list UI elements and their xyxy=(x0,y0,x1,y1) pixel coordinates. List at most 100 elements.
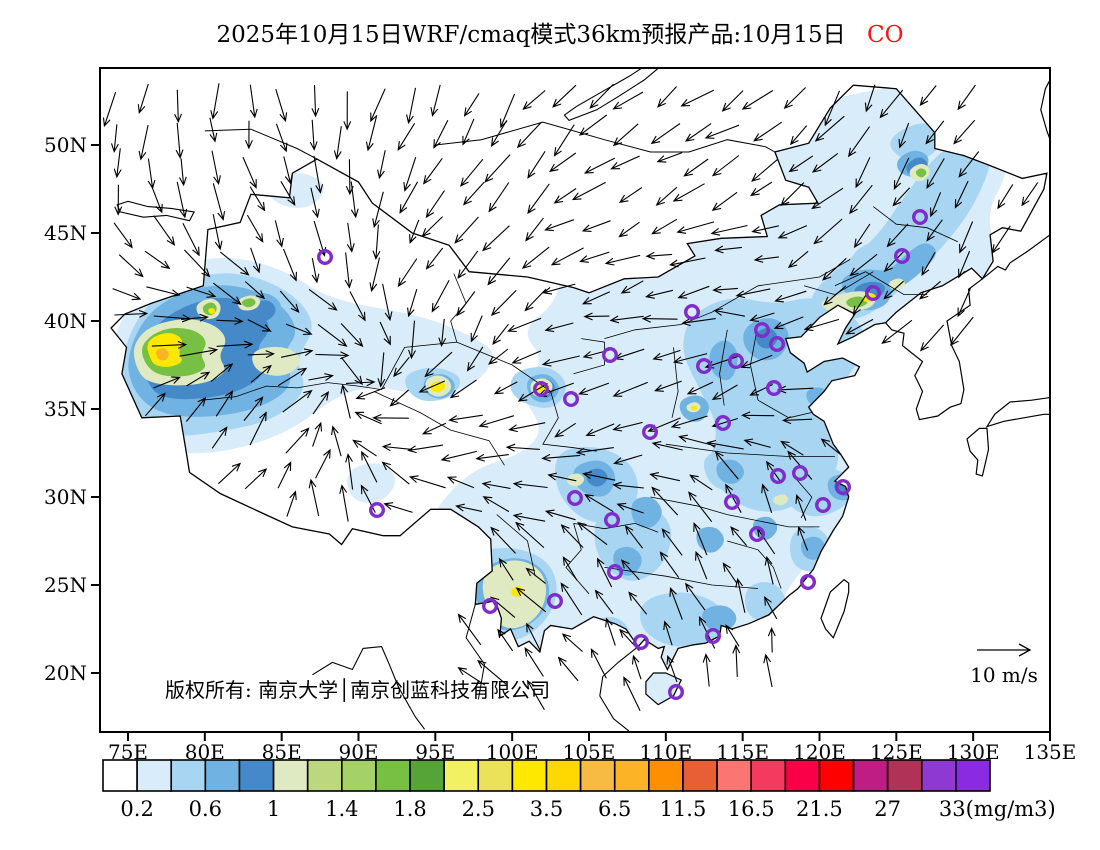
wind-arrow-icon xyxy=(702,653,711,687)
wind-arrow-icon xyxy=(421,216,443,238)
station-markers xyxy=(317,208,929,701)
wind-arrow-icon xyxy=(656,152,683,163)
wind-arrow-icon xyxy=(544,509,576,521)
wind-arrow-icon xyxy=(764,555,774,585)
wind-arrow-icon xyxy=(618,221,640,238)
wind-arrow-icon xyxy=(524,647,544,677)
station-circle-marker xyxy=(749,526,766,543)
wind-arrow-icon xyxy=(623,676,641,712)
province-boundary xyxy=(373,391,505,466)
map-frame xyxy=(99,67,1051,733)
tatar-strait-coast xyxy=(1040,78,1050,142)
wind-arrow-icon xyxy=(144,392,166,417)
wind-arrow-icon xyxy=(438,318,447,348)
wind-arrow-icon xyxy=(313,155,324,194)
wind-scale-label: 10 m/s xyxy=(970,663,1038,687)
bengal-coastline xyxy=(312,646,426,730)
province-boundary xyxy=(604,259,851,339)
colorbar-cell xyxy=(102,759,138,792)
wind-arrow-icon xyxy=(372,413,409,422)
wind-arrow-icon xyxy=(283,156,293,185)
colorbar-cell xyxy=(750,759,787,792)
wind-arrow-icon xyxy=(408,320,416,360)
colorbar-cell xyxy=(204,759,241,792)
wind-arrow-icon xyxy=(377,150,386,180)
wind-arrow-icon xyxy=(711,155,740,177)
wind-arrow-icon xyxy=(457,250,479,279)
wind-arrow-icon xyxy=(811,187,844,210)
wind-arrow-icon xyxy=(789,125,808,146)
contour-blob xyxy=(720,639,736,651)
wind-arrow-icon xyxy=(346,222,355,253)
wind-arrow-icon xyxy=(433,120,449,149)
wind-arrow-icon xyxy=(310,187,320,219)
wind-arrow-icon xyxy=(381,461,410,485)
colorbar-cell xyxy=(955,759,991,792)
wind-arrow-icon xyxy=(280,348,314,358)
wind-arrow-icon xyxy=(659,551,680,578)
wind-arrow-icon xyxy=(525,217,544,242)
wind-arrow-icon xyxy=(484,154,511,183)
station-circle-marker xyxy=(604,512,621,529)
wind-arrow-icon xyxy=(308,288,338,311)
station-circle-marker xyxy=(684,304,701,321)
wind-arrow-icon xyxy=(360,484,376,513)
wind-arrow-icon xyxy=(578,114,608,136)
wind-arrow-icon xyxy=(470,315,483,343)
wind-arrow-icon xyxy=(740,354,773,369)
wind-arrow-icon xyxy=(781,416,813,425)
wind-arrow-icon xyxy=(212,282,242,306)
wind-arrow-icon xyxy=(527,183,550,215)
wind-arrow-icon xyxy=(448,414,483,424)
wind-arrow-icon xyxy=(309,119,318,151)
wind-arrow-icon xyxy=(957,84,976,111)
wind-arrow-icon xyxy=(249,411,267,446)
wind-scale-legend: 10 m/s xyxy=(970,643,1038,687)
wind-arrow-icon xyxy=(925,120,945,145)
wind-arrow-icon xyxy=(482,225,510,252)
wind-arrow-icon xyxy=(286,490,297,517)
wind-arrow-icon xyxy=(340,383,351,419)
wind-arrow-icon xyxy=(102,92,117,128)
wind-arrow-icon xyxy=(431,279,450,313)
y-axis-tick-label: 20N xyxy=(44,661,87,685)
wind-arrow-icon xyxy=(393,356,410,378)
station-circle-marker xyxy=(642,424,659,441)
wind-arrow-icon xyxy=(788,155,814,173)
wind-arrow-icon xyxy=(958,250,971,279)
wind-arrow-icon xyxy=(339,484,349,522)
wind-arrow-icon xyxy=(616,502,644,514)
wind-arrow-icon xyxy=(382,283,393,322)
wind-arrow-icon xyxy=(958,151,980,178)
china-border xyxy=(110,84,1048,671)
wind-arrow-icon xyxy=(552,84,577,108)
wind-arrow-icon xyxy=(930,192,942,218)
wind-arrow-icon xyxy=(953,119,976,145)
wind-arrow-icon xyxy=(182,222,200,257)
colorbar-cell xyxy=(545,759,582,792)
wind-arrow-icon xyxy=(926,158,945,189)
taiwan-island xyxy=(820,578,850,639)
wind-arrow-icon xyxy=(649,472,681,482)
wind-arrow-icon xyxy=(454,216,479,244)
wind-arrow-icon xyxy=(657,86,678,108)
wind-arrow-icon xyxy=(824,90,841,127)
wind-arrow-icon xyxy=(820,438,841,456)
wind-arrow-icon xyxy=(372,224,381,261)
station-circle-marker xyxy=(894,247,911,264)
colorbar-cell xyxy=(170,759,207,792)
wind-arrow-icon xyxy=(541,355,580,367)
wind-arrow-icon xyxy=(620,559,640,581)
province-boundary xyxy=(834,271,928,295)
wind-arrow-icon xyxy=(275,123,288,153)
wind-arrow-icon xyxy=(881,319,913,345)
wind-arrow-icon xyxy=(407,444,444,454)
province-boundary xyxy=(604,567,759,589)
wind-arrow-icon xyxy=(186,286,217,298)
wind-arrow-icon xyxy=(787,250,809,269)
wind-arrow-icon xyxy=(209,117,218,143)
wind-arrow-icon xyxy=(604,254,641,266)
wind-arrow-icon xyxy=(463,181,485,206)
wind-arrow-icon xyxy=(553,188,577,204)
wind-arrow-icon xyxy=(500,93,516,129)
